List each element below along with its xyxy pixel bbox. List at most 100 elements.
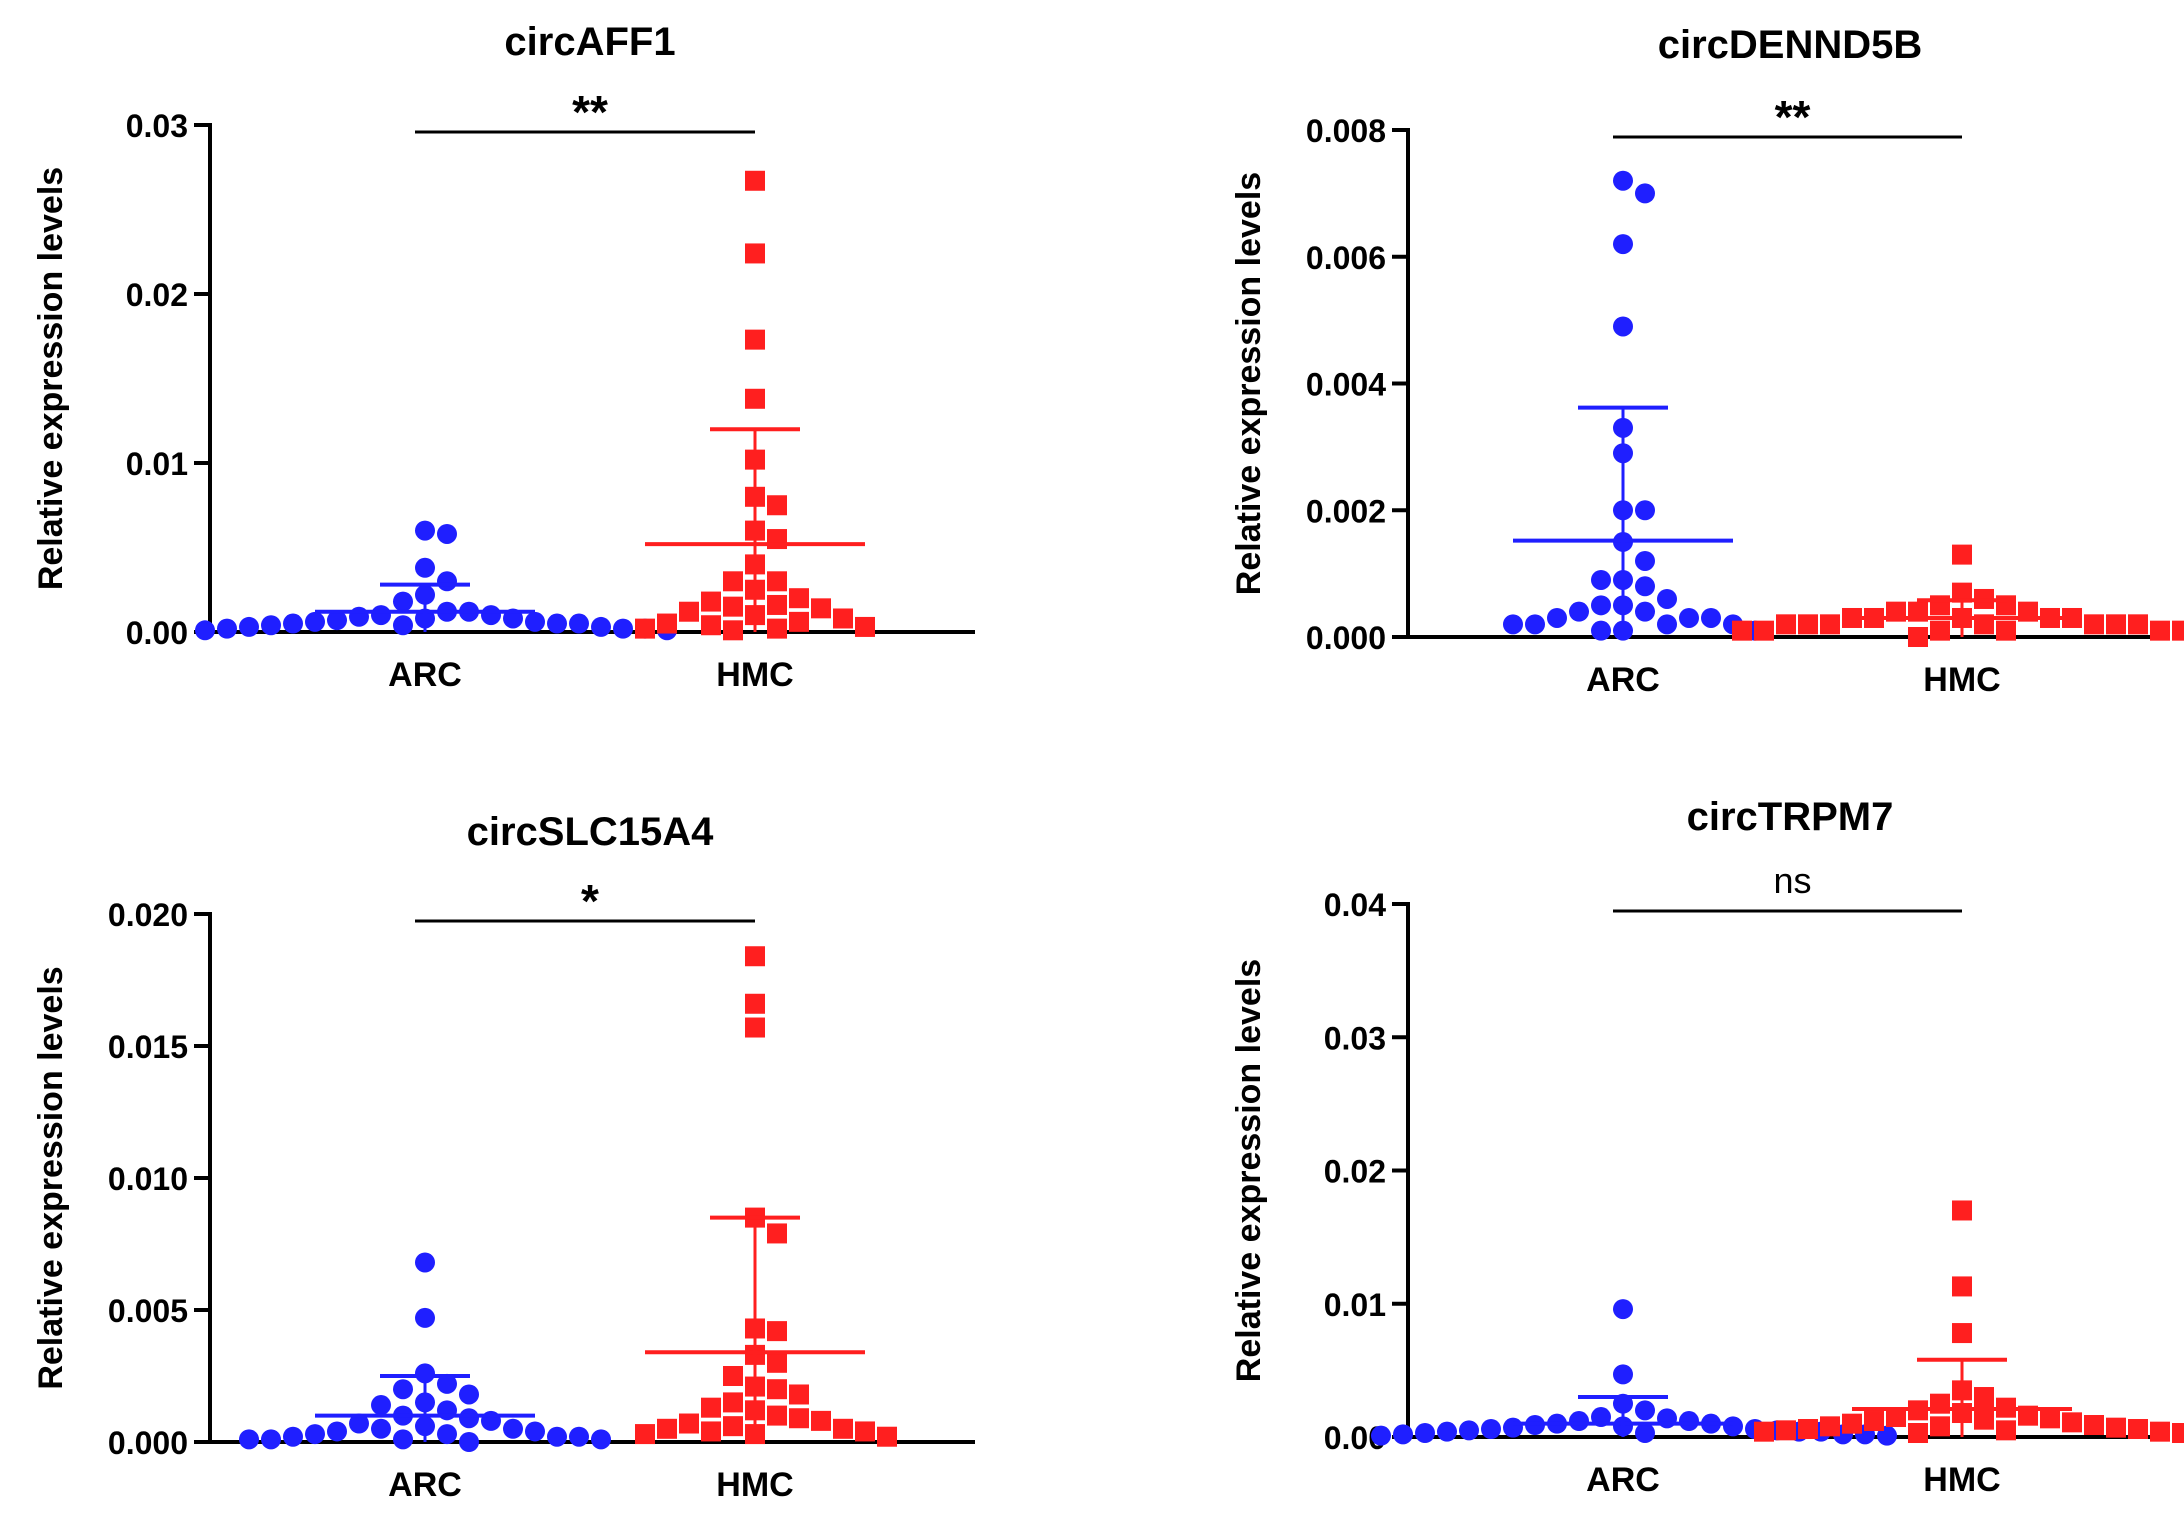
data-point [283, 1426, 303, 1447]
y-tick-label: 0.006 [1306, 240, 1386, 276]
data-point [1481, 1419, 1501, 1440]
data-point [679, 601, 699, 622]
data-point [701, 1421, 721, 1442]
y-tick-label: 0.015 [108, 1029, 188, 1065]
data-point [239, 616, 259, 637]
data-point [833, 1418, 853, 1439]
data-point [459, 1384, 479, 1405]
data-point [745, 329, 765, 350]
data-point [2128, 1419, 2148, 1440]
data-point [1393, 1424, 1413, 1445]
x-tick-label: HMC [716, 1466, 793, 1504]
data-point [1952, 1323, 1972, 1344]
data-point [767, 1405, 787, 1426]
y-axis-label: Relative expression levels [1230, 959, 1268, 1382]
y-tick-label: 0.004 [1306, 367, 1386, 403]
data-point [437, 571, 457, 592]
data-point [1613, 316, 1633, 337]
data-point [767, 1321, 787, 1342]
data-point [437, 1424, 457, 1445]
data-point [481, 605, 501, 626]
data-point [547, 1426, 567, 1447]
data-point [393, 591, 413, 612]
data-point [635, 1424, 655, 1445]
series-ARC [1503, 170, 1765, 641]
data-point [723, 1366, 743, 1386]
y-tick-label: 0.000 [108, 1425, 188, 1461]
data-point [1635, 550, 1655, 571]
series-HMC [1732, 544, 2184, 647]
data-point [1952, 544, 1972, 565]
data-point [569, 1426, 589, 1447]
data-point [239, 1429, 259, 1450]
data-point [1569, 1411, 1589, 1432]
series-ARC [195, 520, 677, 641]
data-point [1908, 627, 1928, 647]
data-point [745, 388, 765, 409]
series-HMC [635, 170, 875, 641]
data-point [525, 1421, 545, 1442]
data-point [1591, 620, 1611, 641]
data-point [217, 618, 237, 639]
data-point [2128, 614, 2148, 635]
data-point [525, 611, 545, 632]
y-tick-label: 0.04 [1324, 887, 1386, 923]
data-point [701, 591, 721, 612]
data-point [2172, 1423, 2184, 1444]
data-point [415, 1252, 435, 1273]
data-point [1754, 1421, 1774, 1442]
data-point [393, 615, 413, 636]
data-point [1754, 620, 1774, 641]
data-point [1723, 1416, 1743, 1437]
significance-label: ** [1775, 91, 1811, 143]
y-axis-label: Relative expression levels [32, 966, 70, 1389]
data-point [569, 613, 589, 634]
data-point [283, 613, 303, 634]
data-point [1679, 1411, 1699, 1432]
data-point [2150, 1421, 2170, 1442]
x-tick-label: ARC [1586, 661, 1660, 699]
data-point [1635, 601, 1655, 622]
y-tick-label: 0.020 [108, 897, 188, 933]
data-point [2172, 620, 2184, 641]
data-point [459, 1432, 479, 1452]
data-point [1798, 614, 1818, 635]
data-point [1952, 582, 1972, 603]
data-point [261, 615, 281, 636]
data-point [459, 1408, 479, 1429]
data-point [767, 495, 787, 516]
data-point [1459, 1420, 1479, 1441]
y-tick-label: 0.03 [126, 108, 188, 144]
data-point [371, 605, 391, 626]
data-point [1820, 614, 1840, 635]
data-point [2084, 614, 2104, 635]
data-point [1525, 614, 1545, 635]
data-point [1503, 1417, 1523, 1438]
data-point [1974, 1387, 1994, 1408]
y-axis-label: Relative expression levels [1230, 172, 1268, 595]
panel-circDENND5B: circDENND5B Relative expression levels 0.0… [1230, 23, 2184, 699]
data-point [547, 613, 567, 634]
y-axis-label: Relative expression levels [32, 167, 70, 590]
data-point [415, 1363, 435, 1384]
data-point [2106, 1417, 2126, 1438]
y-tick-label: 0.000 [1306, 620, 1386, 656]
data-point [1613, 170, 1633, 191]
series-HMC [1754, 1200, 2184, 1444]
data-point [415, 520, 435, 541]
chart-title: circAFF1 [504, 20, 675, 64]
x-tick-label: ARC [1586, 1461, 1660, 1499]
data-point [437, 523, 457, 544]
data-point [371, 1418, 391, 1439]
data-point [657, 1418, 677, 1439]
significance-label: ** [572, 86, 608, 138]
series-ARC [1371, 1299, 1897, 1446]
data-point [371, 1395, 391, 1416]
y-tick-label: 0.01 [126, 446, 188, 482]
data-point [415, 557, 435, 578]
data-point [1930, 1416, 1950, 1437]
data-point [745, 993, 765, 1014]
data-point [723, 571, 743, 592]
data-point [789, 1408, 809, 1429]
data-point [1701, 607, 1721, 628]
